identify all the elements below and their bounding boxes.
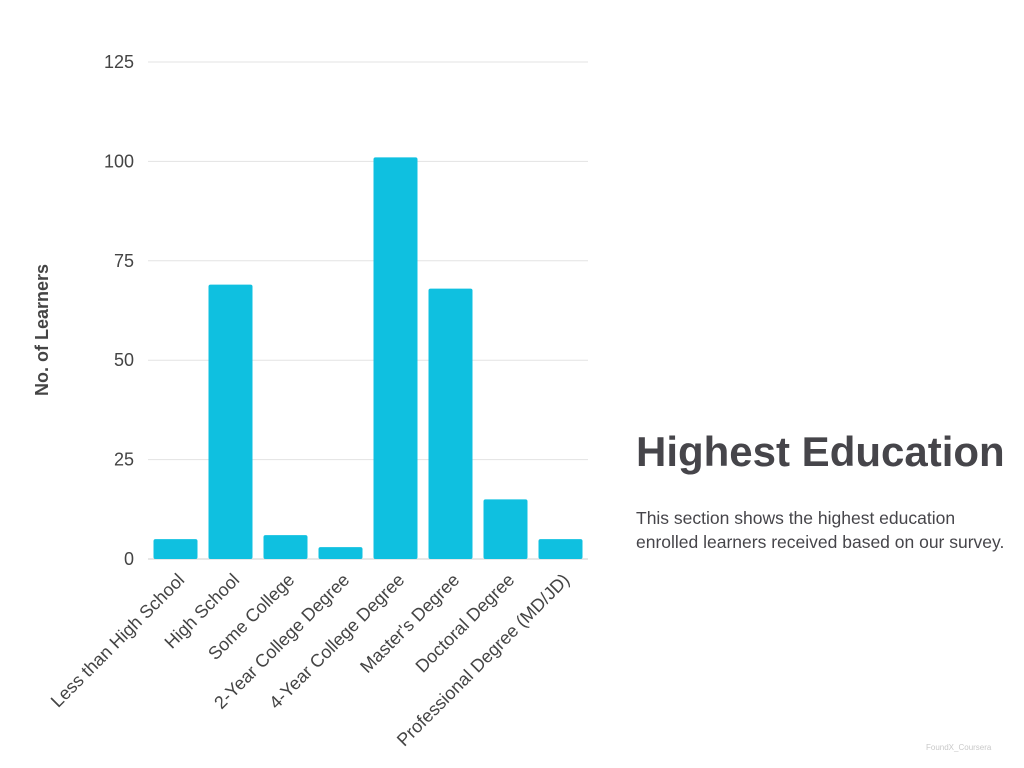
- y-tick-label: 50: [114, 350, 134, 370]
- x-category-label: Master's Degree: [356, 570, 463, 677]
- section-title: Highest Education: [636, 428, 1005, 475]
- bar: [428, 288, 473, 559]
- bar: [483, 499, 528, 559]
- y-tick-label: 25: [114, 450, 134, 470]
- y-axis-title: No. of Learners: [32, 264, 52, 396]
- bars: [153, 157, 583, 559]
- bar: [263, 535, 308, 559]
- bar: [153, 539, 198, 559]
- y-tick-label: 125: [104, 52, 134, 72]
- y-tick-label: 75: [114, 251, 134, 271]
- y-tick-label: 100: [104, 151, 134, 171]
- y-tick-label: 0: [124, 549, 134, 569]
- bar: [373, 157, 418, 559]
- x-category-label: Doctoral Degree: [412, 570, 519, 677]
- bar-chart: 0 25 50 75 100 125 Less than High SchoolHigh …: [32, 52, 588, 750]
- bar: [208, 284, 253, 559]
- watermark: FoundX_Coursera: [926, 743, 992, 752]
- section-description: This section shows the highest education…: [636, 508, 1005, 552]
- bar: [538, 539, 583, 559]
- bar: [318, 547, 363, 559]
- y-axis-ticks: 0 25 50 75 100 125: [104, 52, 134, 569]
